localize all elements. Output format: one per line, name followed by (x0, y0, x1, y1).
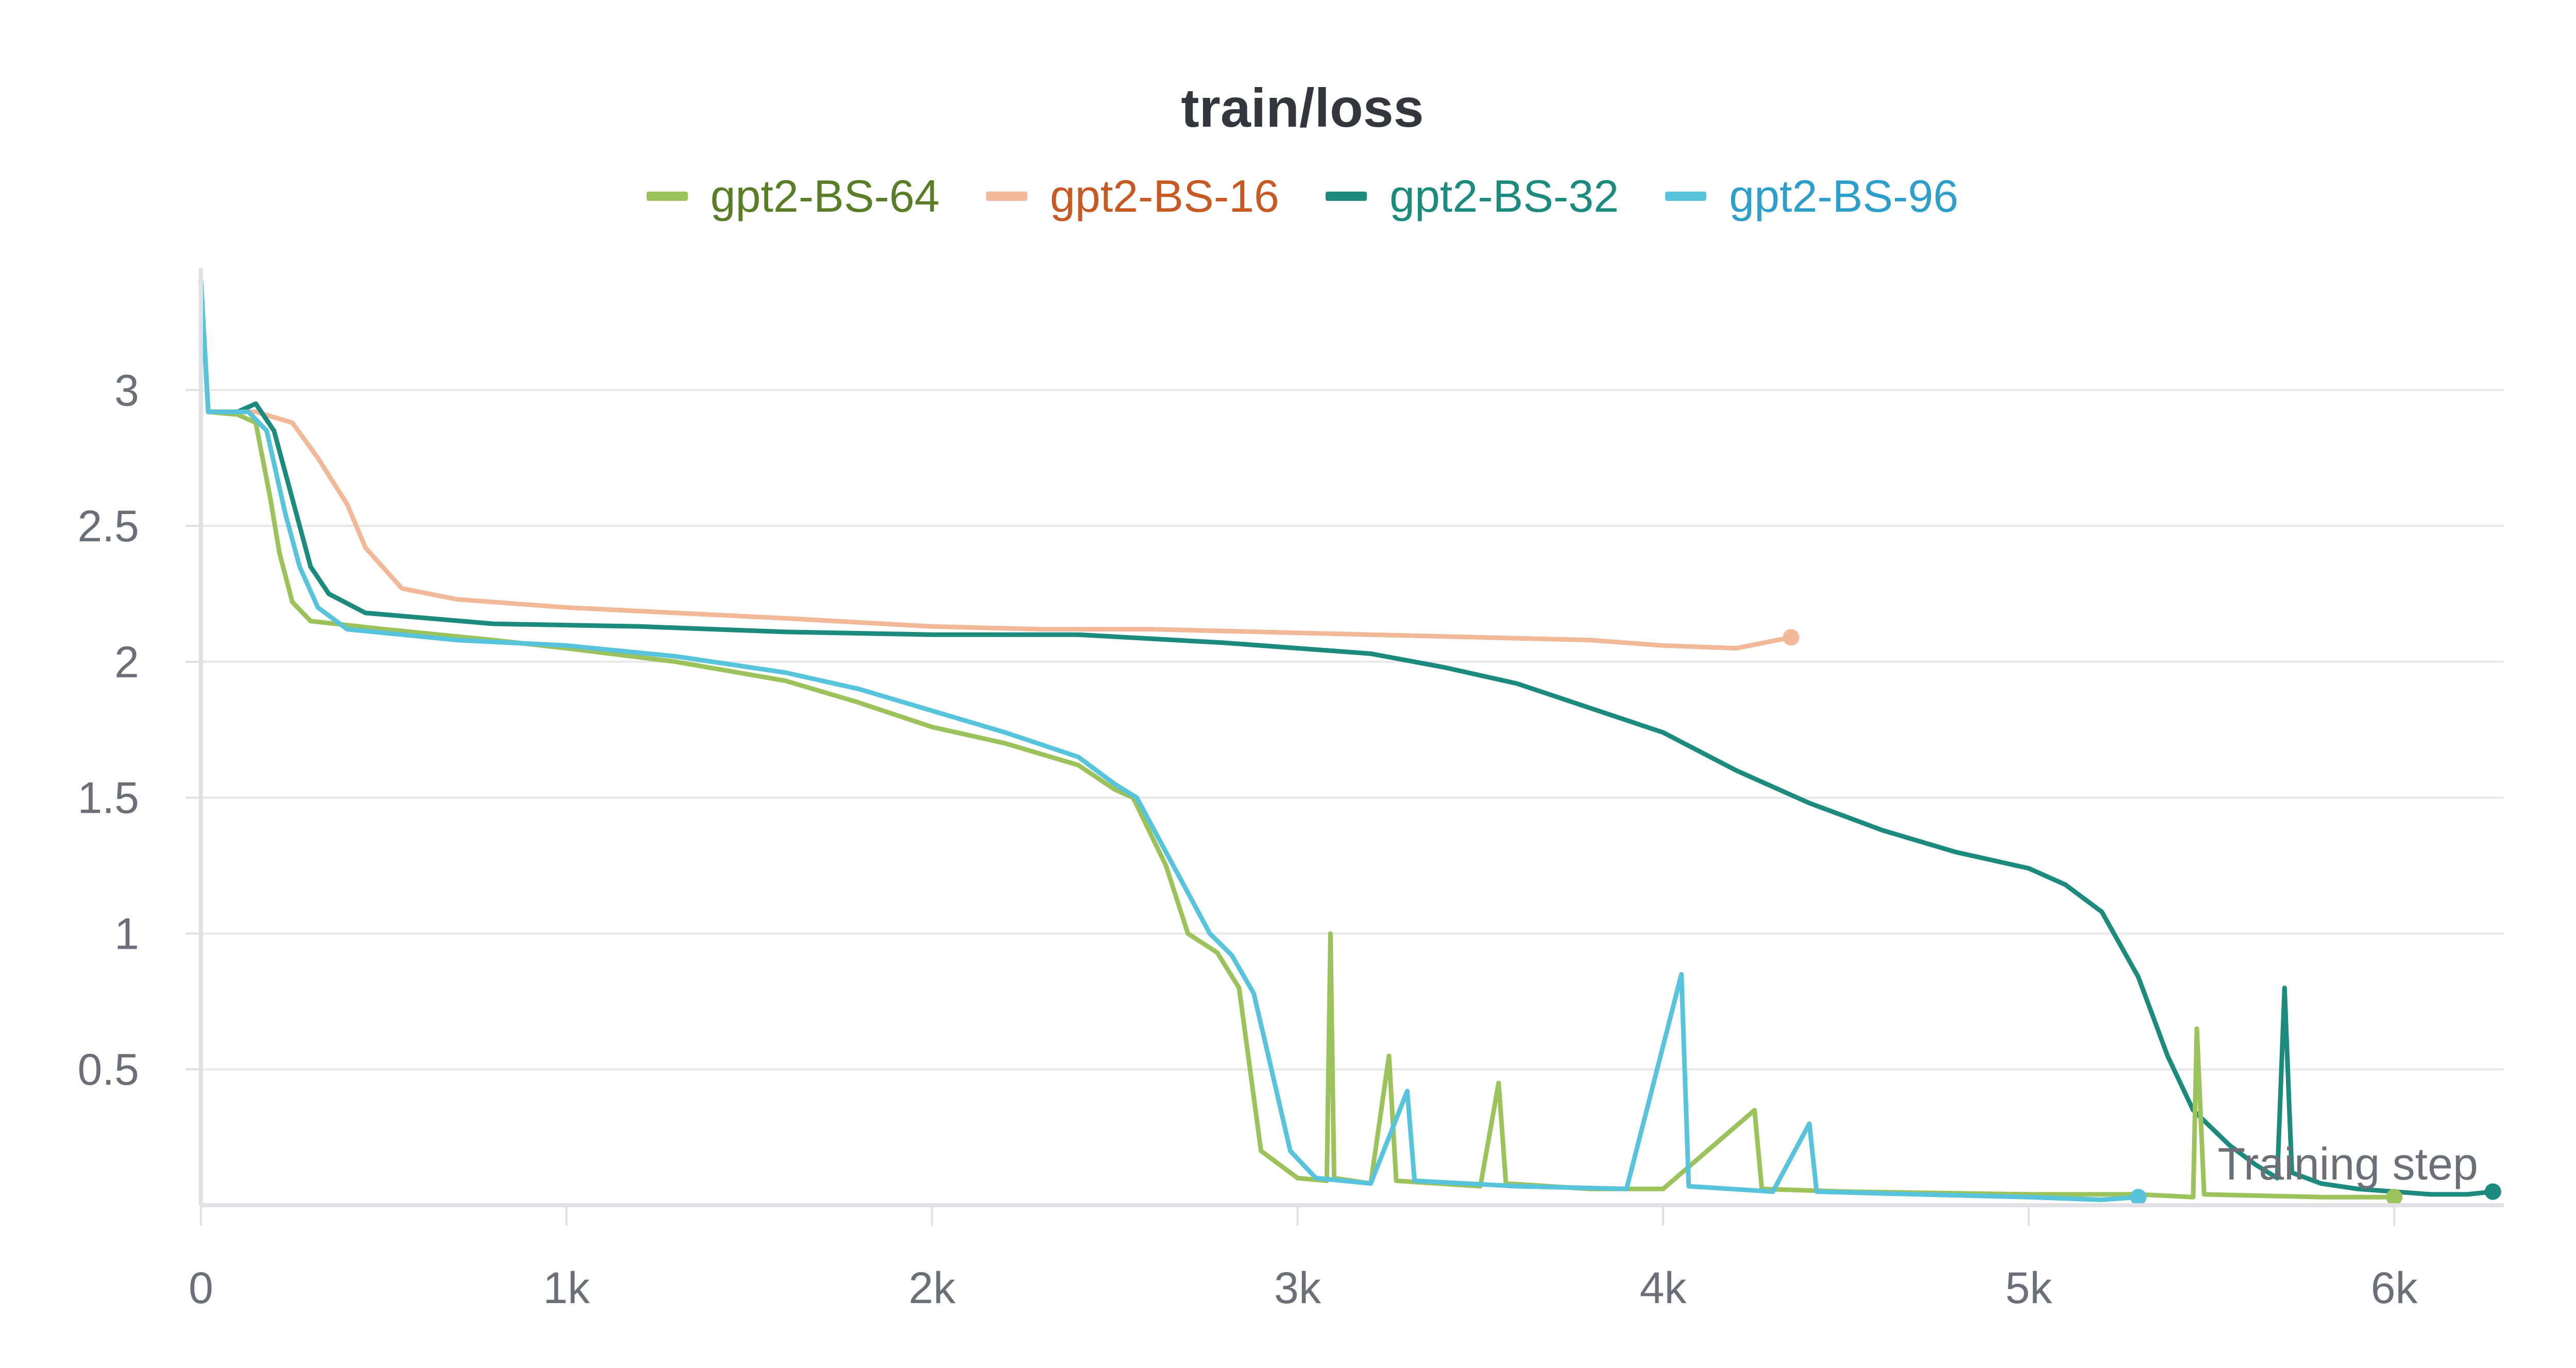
y-tick-label: 1.5 (77, 774, 139, 823)
x-tick-label: 5k (2005, 1263, 2053, 1313)
axis-layer: 0.5 1 1.5 2 2.5 3 0 1k 2k 3k 4k 5k 6k Training step (77, 268, 2504, 1313)
legend-label: gpt2-BS-32 (1389, 170, 1619, 221)
legend-item-gpt2-bs-96[interactable]: gpt2-BS-96 (1665, 170, 1958, 223)
legend-item-gpt2-bs-64[interactable]: gpt2-BS-64 (646, 170, 940, 223)
series-end-marker (2484, 1183, 2501, 1200)
y-tick-label: 0.5 (77, 1045, 139, 1095)
series-end-marker (1783, 629, 1800, 646)
x-tick-label: 0 (189, 1263, 213, 1313)
x-tick-label: 1k (543, 1263, 590, 1313)
y-tick-label: 1 (114, 909, 139, 959)
x-tick-label: 6k (2371, 1263, 2418, 1313)
legend-label: gpt2-BS-16 (1049, 170, 1279, 221)
legend-swatch (986, 192, 1027, 201)
series-end-marker (2130, 1189, 2147, 1206)
y-tick-label: 2.5 (77, 502, 139, 551)
series-end-marker (2386, 1189, 2403, 1206)
x-tick-label: 3k (1274, 1263, 1321, 1313)
grid-layer (201, 389, 2504, 1071)
chart-title: train/loss (1181, 78, 1424, 139)
legend-swatch (1326, 192, 1367, 201)
y-tick-label: 3 (114, 366, 139, 415)
legend-label: gpt2-BS-96 (1729, 170, 1959, 221)
series-line-gpt2-bs-64 (198, 279, 2397, 1200)
x-axis-label: Training step (2218, 1138, 2478, 1189)
x-tick-label: 2k (909, 1263, 956, 1313)
legend-label: gpt2-BS-64 (710, 170, 940, 221)
y-tick-label: 2 (114, 638, 139, 687)
legend-item-gpt2-bs-16[interactable]: gpt2-BS-16 (986, 170, 1279, 223)
legend: gpt2-BS-64 gpt2-BS-16 gpt2-BS-32 gpt2-BS… (0, 170, 2576, 223)
series-line-gpt2-bs-16 (198, 279, 1793, 651)
series-line-gpt2-bs-32 (198, 279, 2496, 1197)
legend-swatch (646, 192, 688, 201)
legend-swatch (1665, 192, 1707, 201)
series-layer (198, 279, 2501, 1206)
legend-item-gpt2-bs-32[interactable]: gpt2-BS-32 (1326, 170, 1619, 223)
x-tick-label: 4k (1640, 1263, 1687, 1313)
series-line-gpt2-bs-96 (198, 279, 2141, 1202)
